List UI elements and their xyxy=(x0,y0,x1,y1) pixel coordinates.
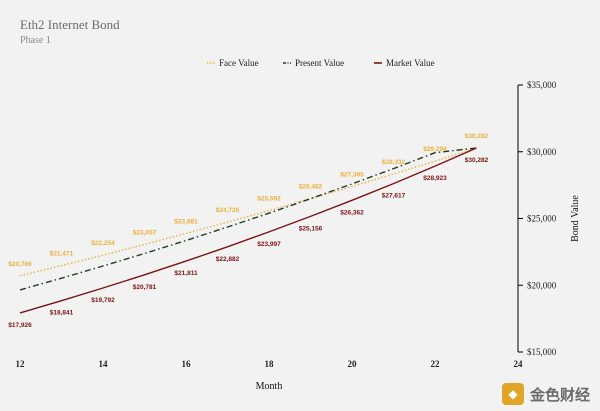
y-tick-label: $30,000 xyxy=(527,147,557,157)
watermark-logo-icon: ◆ xyxy=(501,383,524,405)
data-label: $30,282 xyxy=(465,133,489,140)
x-tick-label: 20 xyxy=(348,359,358,369)
data-label: $20,706 xyxy=(8,261,32,268)
x-axis-title: Month xyxy=(256,381,283,392)
data-label: $23,997 xyxy=(257,241,281,248)
data-label: $20,781 xyxy=(133,284,157,291)
data-label: $23,881 xyxy=(174,218,198,225)
chart-title: Eth2 Internet Bond xyxy=(20,17,120,32)
chart-subtitle: Phase 1 xyxy=(20,35,51,46)
data-label: $19,792 xyxy=(91,297,115,304)
data-label: $22,254 xyxy=(91,240,115,247)
legend-label: Face Value xyxy=(219,58,259,68)
data-label: $22,882 xyxy=(216,256,240,263)
x-tick-label: 12 xyxy=(16,359,26,369)
y-tick-label: $35,000 xyxy=(527,80,557,90)
data-label: $18,841 xyxy=(50,310,74,317)
y-axis-title: Bond Value xyxy=(570,195,581,242)
data-label: $28,332 xyxy=(382,159,406,166)
data-label: $21,811 xyxy=(174,270,198,277)
data-label: $24,726 xyxy=(216,207,240,214)
x-tick-label: 24 xyxy=(514,359,524,369)
series-line-present-value xyxy=(19,147,477,291)
x-tick-label: 18 xyxy=(265,359,275,369)
data-label: $26,482 xyxy=(299,184,323,191)
data-label: $30,282 xyxy=(465,157,489,164)
y-tick-label: $20,000 xyxy=(527,280,557,290)
series-line-market-value xyxy=(19,147,477,314)
data-label: $27,617 xyxy=(382,193,406,200)
data-label: $25,156 xyxy=(299,225,323,232)
legend-label: Market Value xyxy=(386,58,435,68)
x-tick-label: 22 xyxy=(431,359,441,369)
data-label: $17,926 xyxy=(8,322,32,329)
y-tick-label: $15,000 xyxy=(527,347,557,357)
x-tick-label: 16 xyxy=(182,359,192,369)
data-label: $28,923 xyxy=(423,175,447,182)
data-label: $25,592 xyxy=(257,196,281,203)
watermark-text: 金色财经 xyxy=(529,385,590,404)
y-tick-label: $25,000 xyxy=(527,214,557,224)
data-label: $26,362 xyxy=(340,209,364,216)
watermark: ◆ 金色财经 xyxy=(501,383,590,405)
data-label: $23,057 xyxy=(133,229,157,236)
series-line-face-value xyxy=(19,147,477,277)
legend-label: Present Value xyxy=(295,58,344,68)
data-label: $27,395 xyxy=(340,172,364,179)
data-label: $29,294 xyxy=(423,146,447,153)
x-tick-label: 14 xyxy=(99,359,109,369)
data-label: $21,471 xyxy=(50,251,74,258)
